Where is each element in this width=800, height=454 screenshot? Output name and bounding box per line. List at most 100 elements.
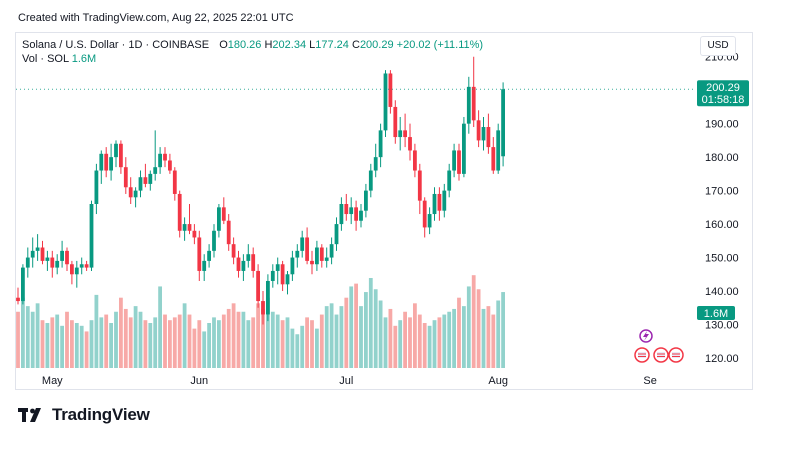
- candle-body: [486, 127, 491, 148]
- volume-bar: [94, 294, 99, 368]
- volume-bar: [128, 317, 133, 368]
- candle-body: [319, 247, 324, 261]
- volume-bar: [310, 320, 314, 368]
- candle-body: [496, 130, 501, 171]
- candle-body: [94, 170, 99, 204]
- currency-button[interactable]: USD: [700, 36, 736, 56]
- volume-badge-value: 1.6M: [704, 308, 728, 320]
- candle-body: [60, 250, 64, 261]
- volume-bar: [403, 311, 407, 368]
- volume-bar: [413, 303, 417, 368]
- candle-body: [182, 224, 187, 231]
- candle-body: [256, 270, 260, 302]
- volume-bar: [393, 325, 398, 368]
- candle-body: [491, 147, 496, 171]
- volume-bar: [442, 314, 447, 368]
- volume-bar: [25, 306, 30, 368]
- y-tick-label: 120.00: [705, 353, 739, 365]
- candle-body: [40, 247, 45, 261]
- candle-body: [207, 250, 211, 261]
- candle-body: [172, 170, 177, 194]
- volume-bar: [447, 311, 452, 368]
- volume-bar: [192, 328, 197, 368]
- candle-body: [197, 237, 202, 271]
- volume-bar: [187, 314, 192, 368]
- volume-bar: [295, 334, 300, 368]
- volume-bar: [70, 320, 74, 368]
- tradingview-logo-icon: [18, 408, 41, 422]
- volume-bar: [133, 306, 138, 368]
- volume-bar: [114, 311, 118, 368]
- volume-bar: [30, 311, 35, 368]
- candle-body: [16, 297, 20, 302]
- volume-bar: [305, 317, 309, 368]
- candle-body: [354, 207, 358, 221]
- candle-body: [300, 237, 305, 251]
- candle-body: [447, 170, 452, 191]
- candle-body: [79, 264, 84, 268]
- volume-bar: [182, 303, 187, 368]
- candle-body: [280, 264, 285, 285]
- candle-body: [123, 167, 128, 188]
- candle-body: [246, 254, 251, 261]
- volume-bar: [202, 331, 207, 368]
- volume-bar: [40, 320, 45, 368]
- candle-body: [192, 230, 197, 238]
- change-value: +20.02 (+11.11%): [396, 39, 484, 51]
- candle-body: [285, 274, 290, 285]
- y-tick-label: 150.00: [705, 253, 739, 265]
- brand-name: TradingView: [52, 405, 150, 424]
- volume-bar: [79, 325, 84, 368]
- volume-bar: [491, 314, 496, 368]
- volume-bar: [339, 306, 344, 368]
- volume-bar: [359, 306, 363, 368]
- volume-bar: [65, 311, 69, 368]
- symbol-description[interactable]: Solana / U.S. Dollar · 1D · COINBASE: [22, 39, 210, 51]
- volume-bar: [221, 314, 226, 368]
- candle-body: [364, 190, 368, 211]
- volume-bar: [329, 303, 334, 368]
- volume-bar: [334, 314, 339, 368]
- candle-body: [30, 250, 35, 258]
- y-tick-label: 190.00: [705, 119, 739, 131]
- tradingview-brand[interactable]: TradingView: [18, 405, 150, 425]
- price-badge: [697, 80, 749, 107]
- candle-body: [349, 207, 354, 215]
- candle-body: [334, 224, 339, 245]
- chart-caption: Created with TradingView.com, Aug 22, 20…: [18, 12, 294, 24]
- volume-bar: [501, 292, 505, 368]
- volume-bar: [231, 303, 236, 368]
- volume-bar: [462, 306, 466, 368]
- candle-body: [212, 230, 216, 251]
- candle-body: [373, 157, 378, 171]
- candle-body: [99, 153, 104, 171]
- candle-body: [481, 127, 486, 141]
- x-tick-label: May: [42, 375, 63, 387]
- candle-body: [187, 224, 192, 231]
- y-tick-label: 170.00: [705, 186, 739, 198]
- volume-bar: [354, 283, 358, 368]
- candle-body: [65, 250, 69, 265]
- volume-bar: [21, 297, 25, 368]
- volume-bar: [119, 297, 123, 368]
- volume-bar: [50, 317, 55, 368]
- volume-bar: [109, 323, 113, 368]
- volume-bar: [270, 311, 275, 368]
- volume-bar: [275, 314, 280, 368]
- x-tick-label: Jul: [339, 375, 353, 387]
- volume-bar: [432, 320, 437, 368]
- candle-body: [217, 207, 221, 231]
- volume-bar: [197, 320, 202, 368]
- us-flag-icon: [638, 352, 646, 358]
- candle-body: [55, 260, 60, 268]
- volume-bar: [452, 308, 456, 368]
- volume-bar: [148, 323, 153, 368]
- candle-body: [25, 257, 30, 268]
- volume-bar: [158, 286, 162, 368]
- candle-body: [148, 173, 153, 184]
- volume-bar: [16, 311, 20, 368]
- candle-body: [305, 237, 309, 261]
- volume-bar: [74, 323, 79, 368]
- candle-body: [403, 130, 407, 138]
